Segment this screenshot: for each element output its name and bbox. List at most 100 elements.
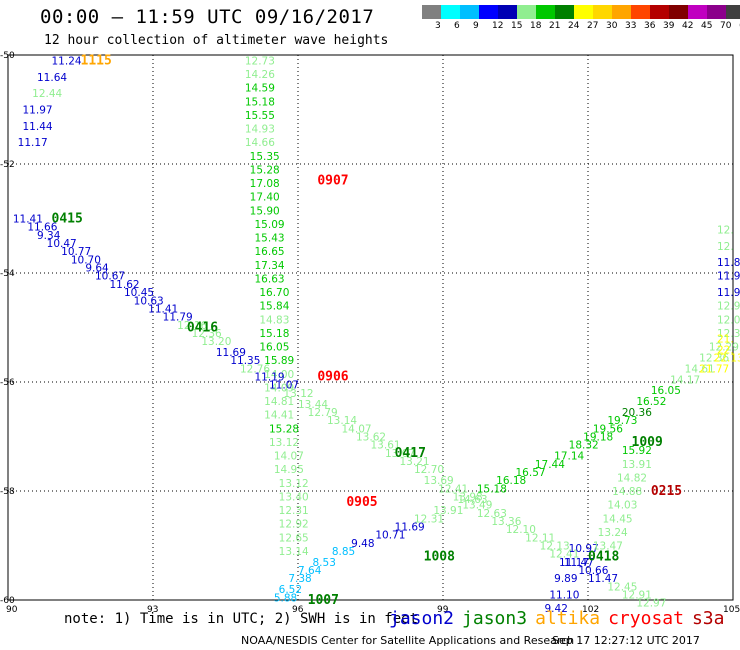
scale-label: 24: [568, 21, 580, 31]
swh-value-label: 11.41: [148, 303, 178, 315]
map-frame: [7, 54, 734, 601]
swh-value-label: 12.45: [607, 581, 637, 593]
pass-time-label: 0907: [317, 173, 348, 188]
scale-label: 36: [644, 21, 656, 31]
scale-label: 27: [587, 21, 599, 31]
scale-label: 15: [511, 21, 523, 31]
swh-value-label: 12.63: [477, 508, 507, 520]
swh-value-label: 13.21: [400, 456, 430, 468]
swh-value-label: 15.18: [245, 96, 275, 108]
scale-swatch: [517, 5, 536, 19]
swh-value-label: 11.35: [230, 355, 260, 367]
swh-value-label: 11.79: [163, 312, 193, 324]
swh-value-label: 16.05: [651, 385, 681, 397]
swh-value-label: 12.97: [717, 301, 740, 313]
swh-value-label: 10.63: [134, 295, 164, 307]
swh-value-label: 8.53: [313, 557, 336, 569]
scale-label: 18: [530, 21, 542, 31]
pass-time-label: 1008: [424, 549, 455, 564]
swh-value-label: 16.05: [259, 342, 289, 354]
swh-value-label: 12.36: [699, 352, 729, 364]
scale-swatch: [593, 5, 612, 19]
swh-value-label: 12.: [717, 224, 734, 236]
swh-value-label: 11.10: [549, 590, 579, 602]
swh-value-label: 13.98: [453, 491, 483, 503]
swh-value-label: 22.13: [714, 352, 740, 364]
longitude-tick-label: 105: [723, 605, 740, 615]
swh-value-label: 13.12: [269, 437, 299, 449]
swh-value-label: 16.65: [255, 246, 285, 258]
latitude-tick-label: -52: [0, 160, 15, 170]
swh-value-label: 11.92: [717, 287, 740, 299]
swh-value-label: 12.36: [192, 328, 222, 340]
swh-value-label: 14.82: [617, 472, 647, 484]
scale-swatch: [422, 5, 441, 19]
swh-value-label: 13.24: [598, 527, 628, 539]
swh-value-label: 12.29: [709, 342, 739, 354]
swh-value-label: 16.52: [636, 396, 666, 408]
swh-value-label: 13.91: [433, 505, 463, 517]
swh-value-label: 7.38: [288, 573, 311, 585]
time-range-title: 00:00 – 11:59 UTC 09/16/2017: [40, 6, 375, 28]
generated-timestamp: Sep 17 12:27:12 UTC 2017: [552, 634, 700, 647]
swh-value-label: 12.91: [622, 590, 652, 602]
scale-label: 3: [435, 21, 441, 31]
credit-line: NOAA/NESDIS Center for Satellite Applica…: [241, 634, 575, 647]
swh-value-label: 12.73: [245, 55, 275, 67]
swh-value-label: 14.66: [245, 137, 275, 149]
swh-value-label: 15.35: [250, 151, 280, 163]
swh-value-label: 11.07: [269, 380, 299, 392]
swh-value-label: 12.41: [438, 483, 468, 495]
scale-label: 45: [701, 21, 713, 31]
swh-value-label: 21.77: [699, 363, 729, 375]
swh-value-label: 15.09: [255, 219, 285, 231]
swh-value-label: 13.14: [327, 415, 357, 427]
swh-value-label: 13.49: [462, 500, 492, 512]
swh-value-label: 12.79: [308, 407, 338, 419]
swh-value-label: 12.03: [717, 314, 740, 326]
swh-value-label: 12.16: [177, 320, 207, 332]
swh-value-label: 6.52: [279, 584, 302, 596]
swh-value-label: 20.36: [622, 407, 652, 419]
swh-value-label: 11.97: [23, 105, 53, 117]
swh-value-label: 12.76: [240, 363, 270, 375]
swh-value-label: 14.09: [264, 382, 294, 394]
scale-label: 9: [473, 21, 479, 31]
swh-value-label: 11.66: [27, 222, 57, 234]
scale-label: 33: [625, 21, 637, 31]
swh-value-label: 9.48: [351, 538, 374, 550]
swh-value-label: 16.18: [496, 475, 526, 487]
swh-value-label: 13.07: [385, 448, 415, 460]
swh-value-label: 15.55: [245, 110, 275, 122]
scale-label: 6: [454, 21, 460, 31]
swh-value-label: 9.42: [545, 603, 568, 615]
footnote: note: 1) Time is in UTC; 2) SWH is in fe…: [64, 611, 419, 627]
scale-swatch: [574, 5, 593, 19]
scale-swatch: [707, 5, 726, 19]
swh-value-label: 15.18: [477, 483, 507, 495]
swh-value-label: 12.97: [636, 598, 666, 610]
swh-value-label: 11.41: [13, 214, 43, 226]
swh-value-label: 8.85: [332, 546, 355, 558]
scale-label: 42: [682, 21, 694, 31]
wave-height-color-scale: [422, 5, 740, 19]
swh-value-label: 17.14: [554, 451, 584, 463]
swh-value-label: 11.64: [37, 72, 67, 84]
swh-value-label: 17.34: [255, 260, 285, 272]
pass-time-label: 0417: [395, 446, 426, 461]
swh-value-label: 15.84: [259, 301, 289, 313]
swh-value-label: 17.08: [250, 178, 280, 190]
swh-value-label: 14.45: [603, 513, 633, 525]
swh-value-label: 12.70: [414, 464, 444, 476]
swh-value-label: 14.83: [259, 314, 289, 326]
swh-value-label: 15.89: [264, 355, 294, 367]
swh-value-label: 12.: [717, 241, 734, 253]
swh-value-label: 19.56: [593, 423, 623, 435]
swh-value-label: 12.41: [549, 549, 579, 561]
swh-value-label: 13.14: [279, 546, 309, 558]
swh-value-label: 10.77: [61, 246, 91, 258]
swh-value-label: 14.00: [264, 369, 294, 381]
pass-time-label: 1115: [81, 53, 112, 68]
pass-time-label: 0416: [187, 321, 218, 336]
swh-value-label: 11.62: [110, 279, 140, 291]
